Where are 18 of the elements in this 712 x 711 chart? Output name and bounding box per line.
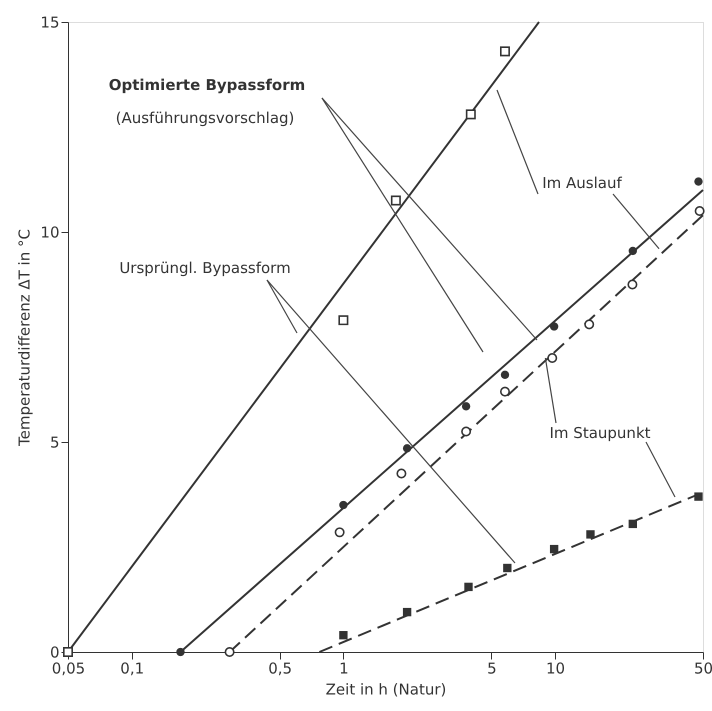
y-tick-label: 0 [50, 644, 60, 662]
x-axis-title: Zeit in h (Natur) [326, 680, 446, 698]
x-tick-label: 0,1 [120, 660, 144, 678]
annotation: (Ausführungsvorschlag) [116, 109, 294, 127]
y-tick-label: 10 [40, 224, 60, 242]
x-tick-label: 10 [546, 660, 566, 678]
annotation: Ursprüngl. Bypassform [119, 259, 291, 277]
y-tick-label: 15 [40, 14, 60, 32]
annotation: Im Auslauf [542, 174, 622, 192]
x-tick-label: 0,5 [268, 660, 292, 678]
x-tick-label: 5 [487, 660, 497, 678]
x-tick-label: 1 [339, 660, 349, 678]
annotation: Im Staupunkt [549, 424, 651, 442]
y-tick-label: 5 [50, 434, 60, 452]
x-tick-label: 50 [694, 660, 712, 678]
y-axis-title: Temperaturdifferenz ΔT in °C [15, 229, 34, 447]
x-tick-label: 0,05 [52, 660, 86, 678]
annotation: Optimierte Bypassform [108, 76, 306, 94]
